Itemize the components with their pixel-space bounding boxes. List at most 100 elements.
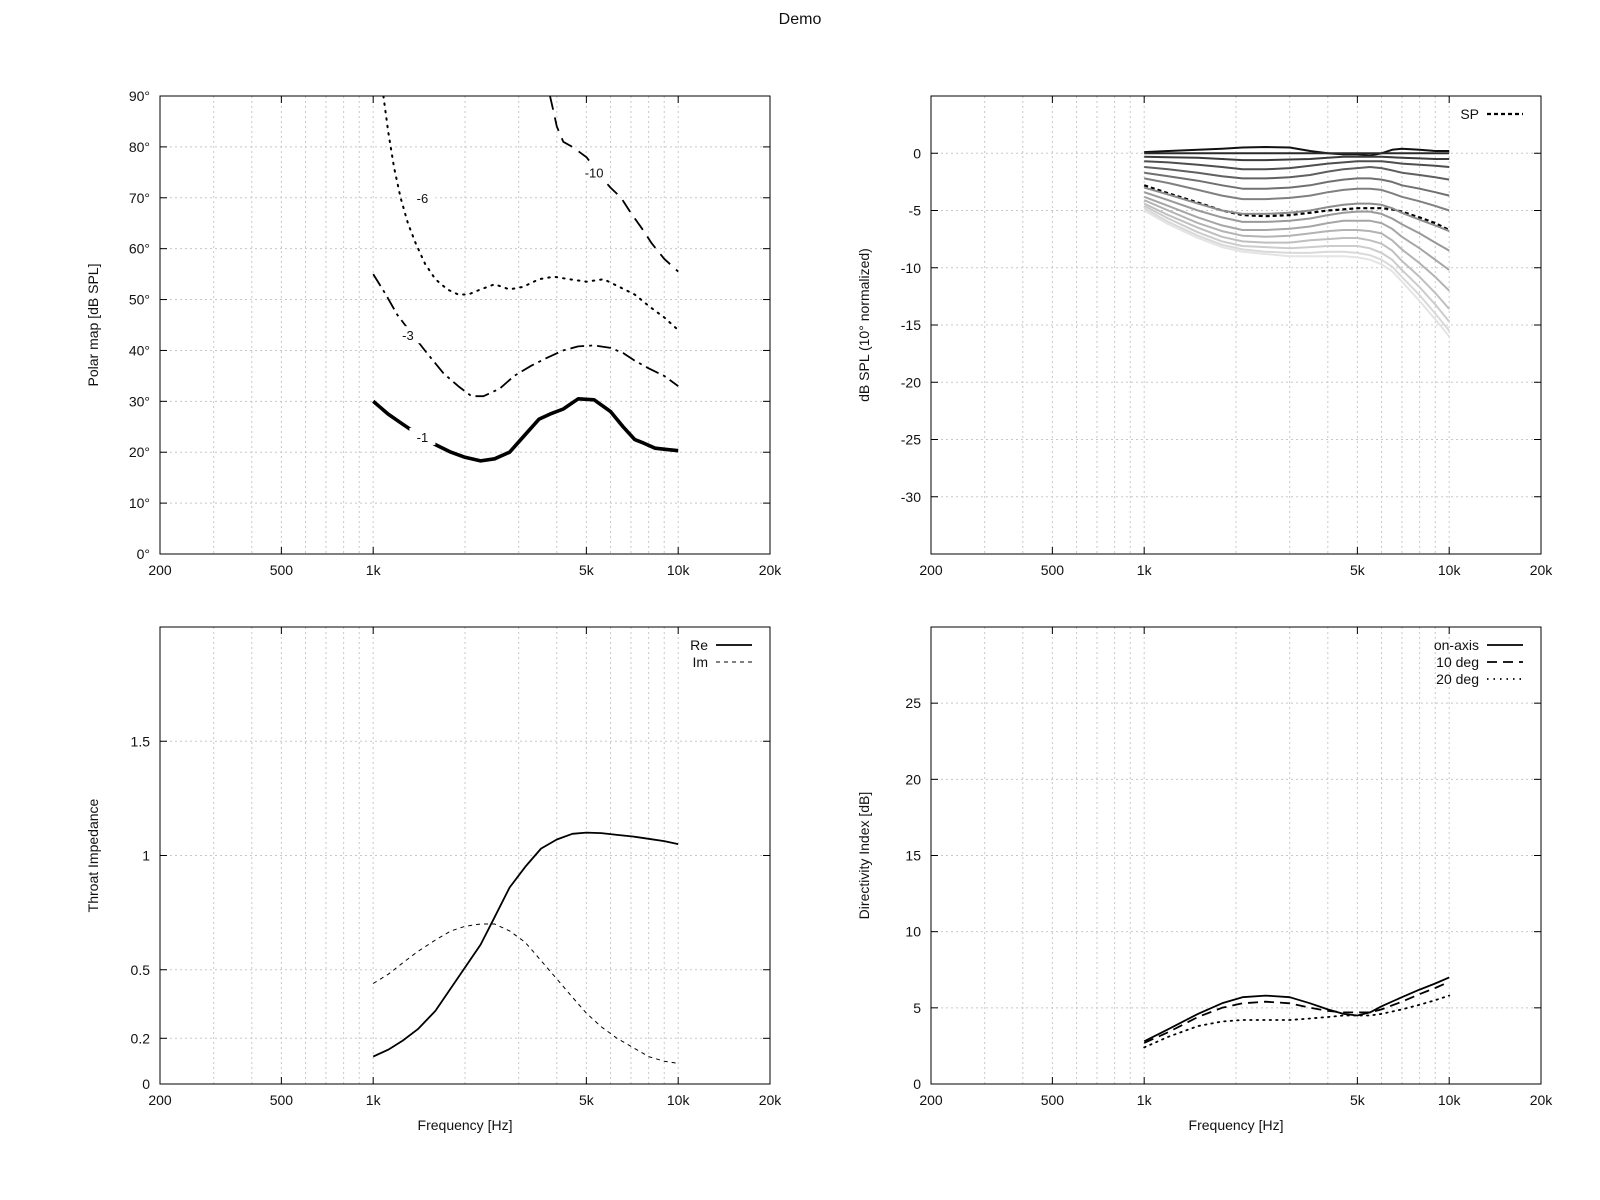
legend-label-on-axis: on-axis [1434, 637, 1479, 653]
series-line-on-axis [1143, 976, 1450, 1043]
contour-label: -3 [402, 328, 414, 343]
grid [160, 627, 770, 1084]
contour-label: -6 [417, 191, 429, 206]
y-tick-label: 50° [129, 292, 150, 308]
series-line-10 [1143, 191, 1450, 252]
y-tick-label: 0.5 [131, 962, 151, 978]
y-tick-label: 80° [129, 139, 150, 155]
x-tick-label: 10k [1438, 1092, 1462, 1108]
panel-normalized-response: 200 500 1k 5k 10k 20k 0 -5 -10 -15 -20 -25 -30 dB SPL… [856, 95, 1554, 578]
legend-label-re: Re [690, 637, 708, 653]
legend-label-im: Im [692, 654, 708, 670]
y-tick-label: 30° [129, 393, 150, 409]
x-tick-label: 500 [1041, 1092, 1065, 1108]
x-tick-label: 20k [759, 1092, 783, 1108]
series-line-4 [1144, 160, 1450, 171]
contour-label-bg [394, 326, 421, 344]
legend-label-10-deg: 10 deg [1436, 654, 1479, 670]
contour-label-bg [581, 163, 608, 181]
panel-directivity-index: 200 500 1k 5k 10k 20k 0 5 10 15 20 25 Directivity In… [856, 626, 1554, 1133]
contour-label: -1 [417, 430, 429, 445]
y-tick-label: 0° [137, 546, 150, 562]
x-tick-label: 500 [1041, 562, 1065, 578]
contour-label-bg [409, 188, 436, 206]
y-axis-label: Polar map [dB SPL] [85, 264, 101, 387]
contour-label-bg [409, 427, 436, 445]
contour-label: -10 [585, 165, 604, 180]
y-tick-label: 90° [129, 88, 150, 104]
x-tick-label: 10k [667, 562, 691, 578]
x-tick-label: 500 [270, 1092, 294, 1108]
y-tick-label: 1.5 [131, 733, 151, 749]
y-tick-label: -20 [901, 374, 921, 390]
y-tick-label: 0 [913, 1076, 921, 1092]
y-tick-label: -25 [901, 432, 921, 448]
y-tick-label: 15 [905, 848, 921, 864]
y-tick-label: 40° [129, 342, 150, 358]
y-tick-label: 25 [905, 695, 921, 711]
y-tick-label: 0 [142, 1076, 150, 1092]
series-line-14 [1143, 205, 1450, 323]
y-tick-label: 20 [905, 771, 921, 787]
series-group [372, 831, 679, 1064]
legend-label-20-deg: 20 deg [1436, 671, 1479, 687]
x-tick-label: 1k [1137, 1092, 1153, 1108]
x-tick-label: 500 [270, 562, 294, 578]
x-tick-label: 200 [148, 562, 172, 578]
series-line-re [372, 831, 679, 1058]
series-line-6 [382, 96, 680, 332]
y-axis-label: Throat Impedance [85, 798, 101, 912]
y-tick-label: -30 [901, 489, 921, 505]
series-group [372, 96, 680, 463]
y-tick-label: 1 [142, 848, 150, 864]
x-tick-label: 1k [366, 562, 382, 578]
x-axis-label: Frequency [Hz] [418, 1117, 513, 1133]
series-group [1143, 146, 1450, 338]
x-tick-label: 1k [366, 1092, 382, 1108]
x-tick-label: 5k [579, 1092, 595, 1108]
y-tick-label: -15 [901, 317, 921, 333]
x-tick-label: 5k [1350, 562, 1366, 578]
series-line-10 [549, 96, 679, 273]
y-tick-label: 10° [129, 495, 150, 511]
legend-label-sp: SP [1460, 106, 1479, 122]
x-tick-label: 20k [1530, 1092, 1554, 1108]
y-tick-label: 0.2 [131, 1030, 151, 1046]
x-tick-label: 10k [667, 1092, 691, 1108]
y-tick-label: 60° [129, 241, 150, 257]
x-tick-label: 5k [1350, 1092, 1366, 1108]
series-line-16 [1143, 209, 1450, 338]
panel-polar-map: 200 500 1k 5k 10k 20k 0° 10° 20° 30° 40° 50° 60° 70° 8… [85, 88, 782, 578]
series-group [1143, 976, 1451, 1049]
y-axis-label: dB SPL (10° normalized) [856, 248, 872, 402]
x-tick-label: 200 [148, 1092, 172, 1108]
x-tick-label: 1k [1137, 562, 1153, 578]
series-line-11 [1143, 195, 1450, 271]
series-line-3 [372, 273, 679, 398]
plot-frame [159, 95, 771, 555]
grid [931, 627, 1541, 1084]
y-axis-label: Directivity Index [dB] [856, 792, 872, 920]
y-tick-label: 5 [913, 1000, 921, 1016]
series-line-3 [1144, 155, 1450, 162]
x-tick-label: 20k [1530, 562, 1554, 578]
series-line-13 [1143, 202, 1450, 310]
panel-throat-impedance: 200 500 1k 5k 10k 20k 0 0.2 0.5 1 1.5 Throat Impeda… [85, 626, 783, 1133]
series-line-9 [1143, 186, 1450, 233]
series-line-10-deg [1143, 981, 1450, 1044]
series-line-6 [1144, 171, 1450, 197]
y-tick-label: 70° [129, 190, 150, 206]
series-line-7 [1144, 177, 1450, 212]
series-line-15 [1143, 207, 1450, 332]
figure-title: Demo [779, 11, 822, 28]
series-line-5 [1144, 166, 1450, 181]
x-tick-label: 200 [919, 562, 943, 578]
series-line-20-deg [1143, 994, 1451, 1049]
grid [931, 96, 1541, 554]
series-line-im [372, 923, 679, 1064]
x-tick-label: 10k [1438, 562, 1462, 578]
y-tick-label: -10 [901, 260, 921, 276]
